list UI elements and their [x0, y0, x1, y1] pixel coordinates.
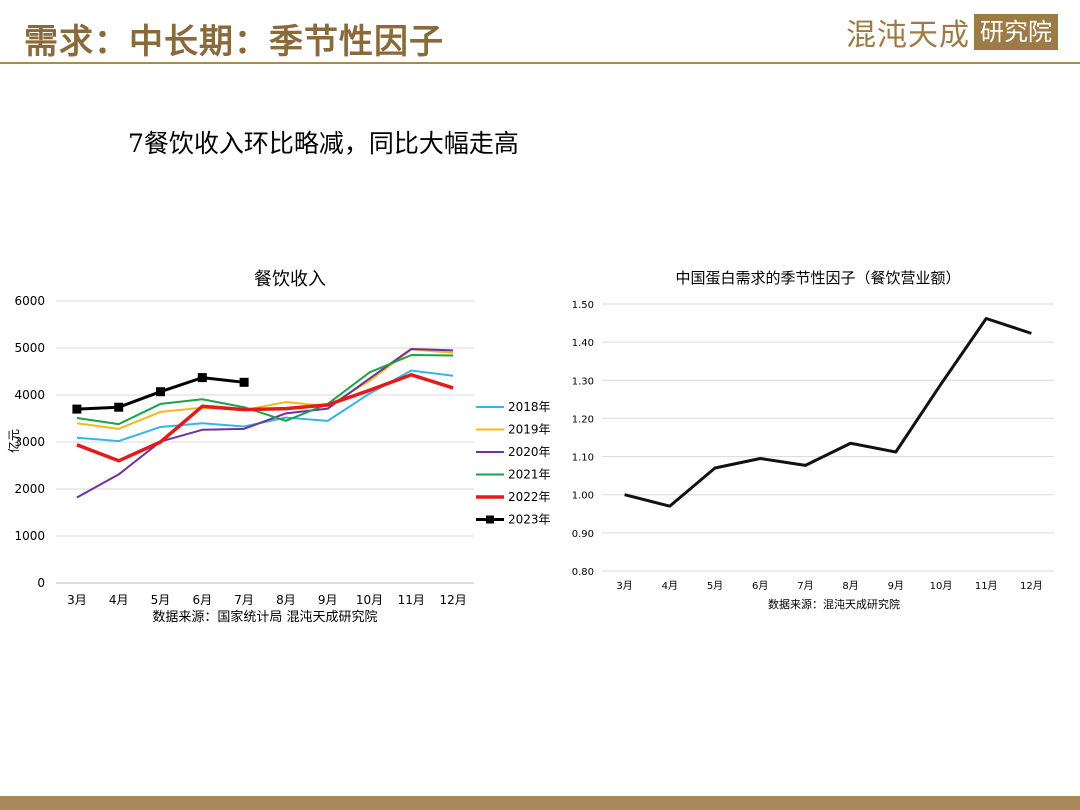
x-tick-label: 11月	[398, 593, 425, 607]
x-tick-label: 6月	[192, 593, 212, 607]
chart-source: 数据来源：混沌天成研究院	[768, 597, 900, 611]
y-tick-label: 0	[37, 576, 45, 590]
x-tick-label: 10月	[930, 580, 953, 592]
series-line-2021年	[76, 354, 454, 426]
restaurant-revenue-chart: 餐饮收入 0 1000 2000 3000 4000 5000 6000 亿元 3月 4月 5月 6月 7…	[6, 269, 551, 625]
series-line-2019年	[76, 348, 454, 430]
chart-title: 餐饮收入	[254, 269, 326, 290]
legend-label: 2018年	[508, 400, 551, 414]
series-line-2022年	[76, 373, 454, 463]
y-tick-label: 3000	[14, 435, 45, 449]
x-tick-label: 8月	[842, 580, 858, 592]
x-tick-label: 8月	[276, 593, 296, 607]
chart-source: 数据来源：国家统计局 混沌天成研究院	[152, 609, 377, 625]
y-tick-label: 1.50	[572, 300, 594, 311]
chart-title: 中国蛋白需求的季节性因子（餐饮营业额）	[675, 269, 960, 287]
x-tick-label: 11月	[975, 580, 998, 592]
x-tick-label: 12月	[439, 593, 466, 607]
x-tick-label: 4月	[109, 593, 129, 607]
x-tick-label: 12月	[1020, 580, 1043, 592]
x-tick-label: 5月	[707, 580, 723, 592]
logo-box-text: 研究院	[974, 14, 1058, 50]
y-tick-label: 6000	[14, 294, 45, 308]
x-tick-label: 7月	[797, 580, 813, 592]
y-axis-label: 亿元	[6, 429, 21, 453]
legend-label: 2021年	[508, 468, 551, 482]
y-tick-label: 1000	[14, 529, 45, 543]
y-tick-label: 1.00	[572, 491, 594, 502]
legend-label: 2023年	[508, 513, 551, 527]
y-tick-label: 1.20	[572, 414, 594, 425]
page-title: 需求：中长期：季节性因子	[24, 22, 444, 62]
data-point-2023年	[156, 387, 165, 397]
x-tick-label: 10月	[356, 593, 383, 607]
legend-label: 2019年	[508, 423, 551, 437]
y-tick-label: 1.10	[572, 453, 594, 464]
legend-label: 2020年	[508, 445, 551, 459]
y-tick-label: 0.80	[572, 567, 594, 578]
x-tick-label: 9月	[888, 580, 904, 592]
logo-main-text: 混沌天成	[846, 18, 970, 53]
data-point-2023年	[239, 377, 249, 387]
x-tick-label: 6月	[752, 580, 768, 592]
footer-bar	[0, 796, 1080, 810]
x-tick-label: 3月	[616, 580, 632, 592]
y-tick-label: 4000	[14, 388, 45, 402]
legend-marker	[486, 515, 494, 524]
y-tick-label: 2000	[14, 482, 45, 496]
series-line	[624, 316, 1032, 508]
slide-subtitle: 7餐饮收入环比略减，同比大幅走高	[128, 129, 519, 158]
y-tick-label: 0.90	[572, 529, 594, 540]
x-tick-label: 7月	[234, 593, 254, 607]
x-tick-label: 9月	[318, 593, 338, 607]
x-tick-label: 3月	[67, 593, 87, 607]
data-point-2023年	[197, 373, 207, 383]
legend-label: 2022年	[508, 490, 551, 504]
y-tick-label: 5000	[14, 341, 45, 355]
y-tick-label: 1.40	[572, 338, 594, 349]
y-tick-label: 1.30	[572, 376, 594, 387]
seasonal-factor-chart: 中国蛋白需求的季节性因子（餐饮营业额） 0.80 0.90 1.00 1.10 1.20 1…	[572, 269, 1054, 611]
x-tick-label: 5月	[151, 593, 171, 607]
data-point-2023年	[72, 404, 82, 414]
x-tick-label: 4月	[662, 580, 678, 592]
data-point-2023年	[114, 402, 124, 412]
brand-logo: 混沌天成 研究院	[846, 12, 1058, 53]
header-divider	[0, 62, 1080, 64]
